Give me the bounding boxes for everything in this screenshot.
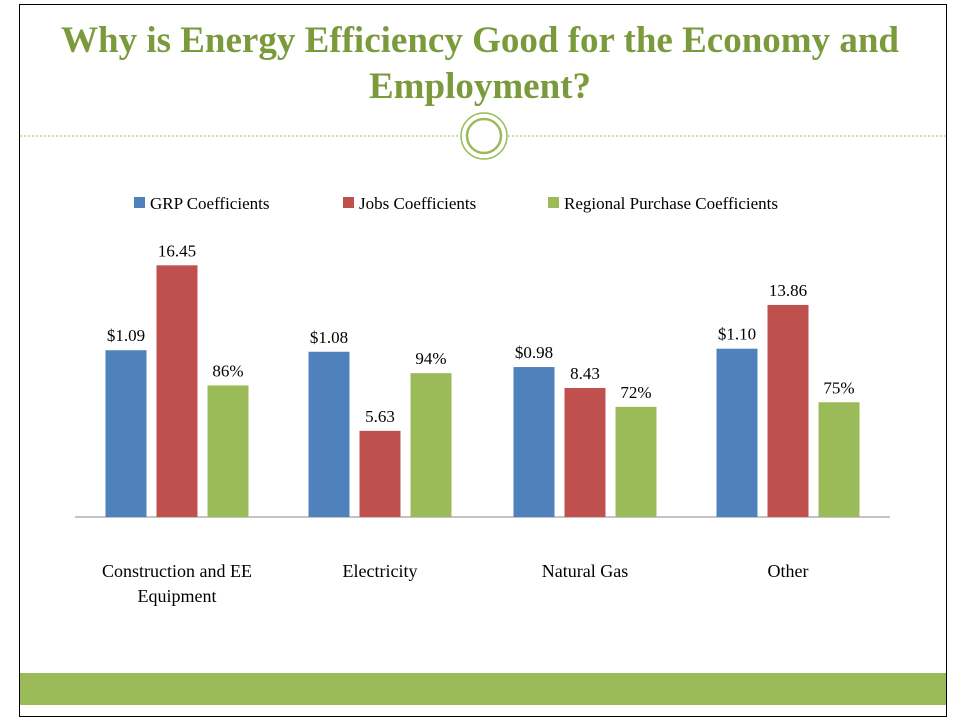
data-label: 75% <box>823 378 854 397</box>
legend-swatch <box>548 197 559 208</box>
data-label: 8.43 <box>570 364 600 383</box>
data-label: $1.09 <box>107 326 145 345</box>
bar <box>513 367 555 517</box>
bar <box>105 350 147 517</box>
data-label: 13.86 <box>769 281 807 300</box>
footer-band <box>20 673 946 705</box>
category-label: Construction and EE Equipment <box>102 561 252 606</box>
data-label: $1.10 <box>718 325 756 344</box>
legend-label: GRP Coefficients <box>150 194 269 213</box>
bar <box>615 406 657 517</box>
category-label: Electricity <box>342 561 418 581</box>
data-label: 94% <box>415 349 446 368</box>
data-label: $1.08 <box>310 328 348 347</box>
category-label: Natural Gas <box>541 561 629 581</box>
bar <box>818 402 860 517</box>
data-label: $0.98 <box>515 343 553 362</box>
bar <box>564 388 606 517</box>
bar <box>716 348 758 517</box>
bar <box>767 304 809 517</box>
bar <box>410 373 452 517</box>
data-label: 5.63 <box>365 407 395 426</box>
legend-swatch <box>343 197 354 208</box>
category-label: Other <box>767 561 809 581</box>
slide-title: Why is Energy Efficiency Good for the Ec… <box>61 20 899 107</box>
ornament <box>465 117 503 155</box>
legend-label: Regional Purchase Coefficients <box>564 194 778 213</box>
bar <box>308 351 350 517</box>
bar <box>359 430 401 517</box>
legend-swatch <box>134 197 145 208</box>
slide-frame <box>19 4 947 717</box>
data-label: 16.45 <box>158 241 196 260</box>
data-label: 86% <box>212 361 243 380</box>
data-label: 72% <box>620 383 651 402</box>
legend-label: Jobs Coefficients <box>359 194 476 213</box>
bar <box>207 385 249 517</box>
bar <box>156 265 198 517</box>
